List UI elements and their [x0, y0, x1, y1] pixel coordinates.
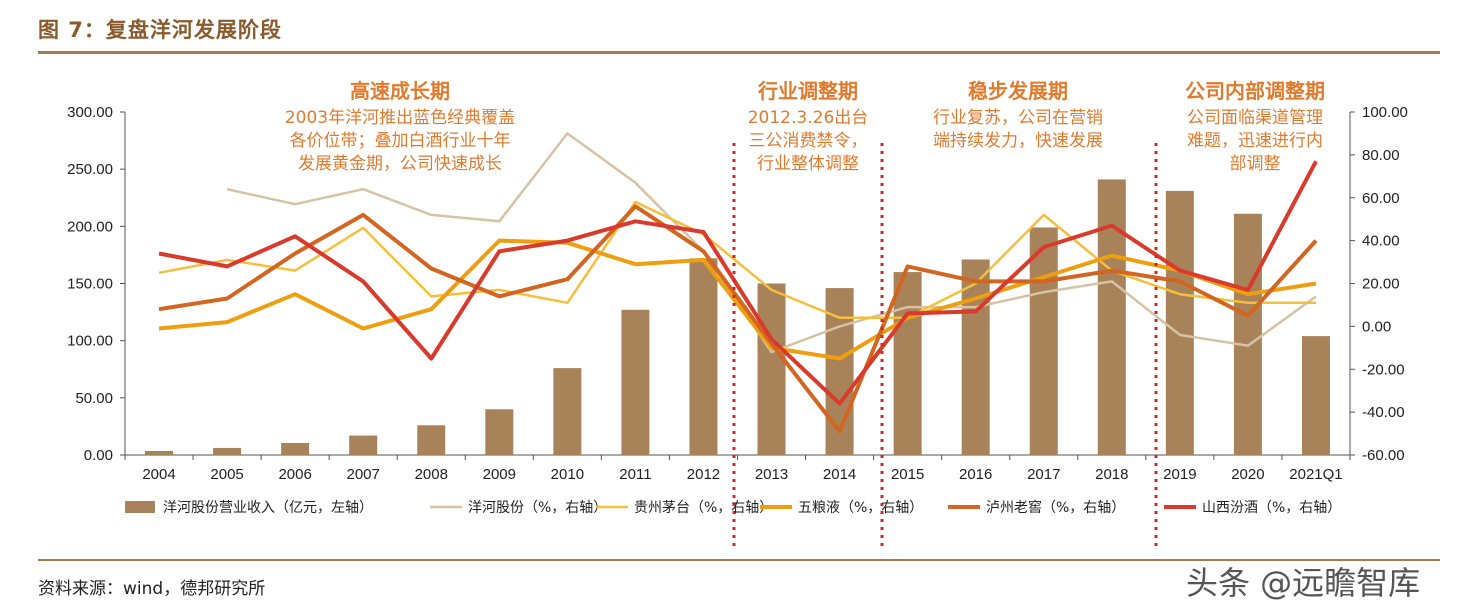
phase-title: 公司内部调整期: [1185, 79, 1325, 103]
left-tick-label: 150.00: [67, 276, 113, 293]
left-tick-label: 100.00: [67, 333, 113, 350]
series-line-yanghe: [226, 132, 1317, 354]
phase-desc-line: 三公消费禁令，: [749, 131, 868, 151]
phase-dividers: [732, 143, 1158, 548]
watermark: 头条 @远瞻智库: [1186, 564, 1421, 602]
source-note: 资料来源：wind，德邦研究所: [38, 579, 266, 599]
x-tick-label: 2016: [959, 466, 992, 483]
x-tick-label: 2021Q1: [1289, 466, 1342, 483]
phase-desc-line: 行业复苏，公司在营销: [933, 108, 1103, 128]
phase-desc-line: 行业整体调整: [757, 154, 859, 174]
revenue-bar: [281, 442, 310, 455]
phase-title: 高速成长期: [350, 79, 450, 103]
x-tick-label: 2007: [347, 466, 380, 483]
x-tick-label: 2019: [1163, 466, 1196, 483]
phase-desc-line: 各价位带；叠加白酒行业十年: [290, 131, 511, 151]
phase-desc-line: 部调整: [1230, 154, 1281, 174]
x-tick-label: 2009: [483, 466, 516, 483]
right-tick-label: 60.00: [1362, 190, 1400, 207]
x-tick-label: 2018: [1095, 466, 1128, 483]
legend-label: 洋河股份（%，右轴）: [468, 500, 607, 516]
left-tick-label: 50.00: [75, 390, 113, 407]
phase-desc-line: 难题，迅速进行内: [1187, 131, 1323, 151]
x-tick-label: 2013: [755, 466, 788, 483]
revenue-bar: [485, 409, 514, 455]
revenue-bar: [349, 435, 378, 455]
chart: 0.00 50.00 100.00 150.00 200.00 250.00 300.00 -…: [67, 79, 1408, 548]
legend: 洋河股份营业收入（亿元，左轴） 洋河股份（%，右轴） 贵州茅台（%，右轴） 五粮液（%…: [125, 499, 1341, 516]
bottom-rule: [38, 559, 1440, 561]
x-tick-label: 2015: [891, 466, 924, 483]
x-tick-label: 2011: [619, 466, 651, 483]
right-tick-label: -60.00: [1362, 447, 1405, 464]
axes: 0.00 50.00 100.00 150.00 200.00 250.00 300.00 -…: [67, 104, 1408, 483]
right-tick-label: 20.00: [1362, 276, 1400, 293]
right-tick-label: 0.00: [1362, 318, 1391, 335]
revenue-bar: [961, 259, 990, 455]
series-line-wuliangye: [158, 238, 1317, 361]
lines: [158, 132, 1318, 434]
revenue-bar: [145, 450, 174, 455]
phase-annotations: 高速成长期 2003年洋河推出蓝色经典覆盖各价位带；叠加白酒行业十年发展黄金期，公…: [285, 79, 1325, 174]
x-tick-label: 2017: [1027, 466, 1060, 483]
revenue-bar: [1301, 336, 1330, 455]
right-tick-label: 80.00: [1362, 147, 1400, 164]
series-line-luzhou: [158, 204, 1318, 434]
revenue-bar: [1165, 190, 1194, 455]
phase-desc-line: 2003年洋河推出蓝色经典覆盖: [285, 108, 515, 128]
revenue-bar: [1233, 213, 1262, 455]
left-tick-label: 250.00: [67, 161, 113, 178]
right-tick-label: -40.00: [1362, 404, 1405, 421]
revenue-bar: [553, 368, 582, 455]
x-tick-label: 2008: [415, 466, 448, 483]
x-tick-label: 2004: [142, 466, 175, 483]
phase-title: 稳步发展期: [968, 79, 1068, 103]
x-tick-label: 2020: [1231, 466, 1264, 483]
revenue-bar: [621, 309, 650, 455]
left-tick-label: 0.00: [84, 447, 113, 464]
phase-desc-line: 发展黄金期，公司快速成长: [298, 154, 502, 174]
legend-label: 贵州茅台（%，右轴）: [634, 500, 773, 516]
revenue-bar: [1097, 179, 1126, 455]
revenue-bar: [893, 272, 922, 455]
revenue-bar: [757, 283, 786, 455]
right-tick-label: 100.00: [1362, 104, 1408, 121]
revenue-bar: [213, 447, 242, 455]
x-tick-label: 2005: [210, 466, 243, 483]
left-tick-label: 200.00: [67, 218, 113, 235]
right-tick-label: 40.00: [1362, 233, 1400, 250]
series-line-fenjiu: [158, 160, 1318, 406]
revenue-bar: [417, 425, 446, 455]
legend-label: 山西汾酒（%，右轴）: [1202, 500, 1341, 516]
x-tick-label: 2006: [278, 466, 311, 483]
x-tick-label: 2012: [687, 466, 720, 483]
figure-title: 图 7：复盘洋河发展阶段: [38, 18, 282, 42]
legend-label: 泸州老窖（%，右轴）: [986, 499, 1125, 516]
phase-desc-line: 公司面临渠道管理: [1187, 108, 1323, 128]
phase-title: 行业调整期: [757, 79, 858, 103]
top-rule: [38, 51, 1440, 54]
series-line-moutai: [158, 200, 1316, 320]
legend-label: 五粮液（%，右轴）: [798, 500, 923, 516]
revenue-bar: [1029, 227, 1058, 455]
revenue-bar: [689, 258, 718, 455]
x-tick-label: 2010: [551, 466, 584, 483]
bars: [145, 179, 1330, 455]
phase-desc-line: 2012.3.26出台: [748, 108, 869, 128]
x-tick-label: 2014: [823, 466, 856, 483]
left-tick-label: 300.00: [67, 104, 113, 121]
phase-desc-line: 端持续发力，快速发展: [933, 131, 1103, 151]
legend-swatch: [125, 501, 155, 513]
legend-label: 洋河股份营业收入（亿元，左轴）: [163, 500, 373, 516]
right-tick-label: -20.00: [1362, 361, 1405, 378]
